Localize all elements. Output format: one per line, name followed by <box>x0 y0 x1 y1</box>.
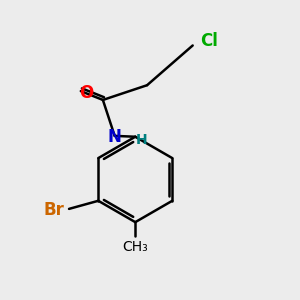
Text: N: N <box>108 128 122 146</box>
Text: CH₃: CH₃ <box>122 240 148 254</box>
Text: Br: Br <box>44 201 65 219</box>
Text: O: O <box>80 84 94 102</box>
Text: Cl: Cl <box>200 32 218 50</box>
Text: H: H <box>135 133 147 147</box>
